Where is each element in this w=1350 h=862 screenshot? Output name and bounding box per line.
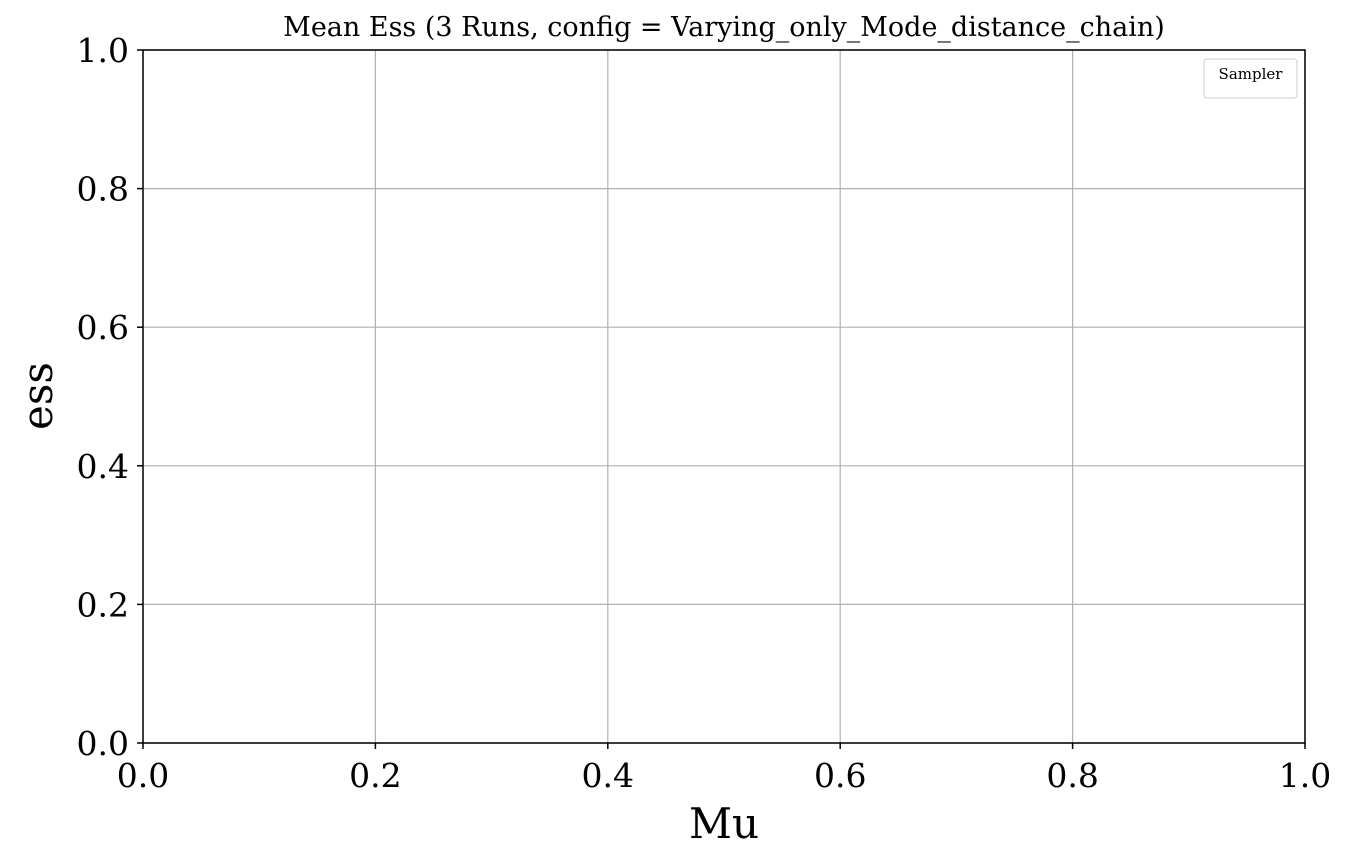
- y-tick-label: 0.4: [77, 447, 129, 486]
- x-tick-label: 0.8: [1046, 756, 1098, 795]
- legend-title: Sampler: [1219, 65, 1284, 83]
- x-tick-label: 0.4: [582, 756, 634, 795]
- x-tick-label: 0.2: [349, 756, 401, 795]
- x-tick-label: 1.0: [1279, 756, 1331, 795]
- legend: Sampler: [1203, 58, 1298, 99]
- grid-lines: [142, 49, 1306, 744]
- x-axis-label: Mu: [689, 799, 759, 848]
- y-axis-ticks: 0.0 0.2 0.4 0.6 0.8 1.0: [77, 31, 143, 763]
- y-tick-label: 0.2: [77, 585, 129, 624]
- y-tick-label: 0.6: [77, 308, 129, 347]
- y-tick-label: 1.0: [77, 31, 129, 70]
- x-tick-label: 0.6: [814, 756, 866, 795]
- legend-box: [1203, 58, 1298, 99]
- x-tick-label: 0.0: [117, 756, 169, 795]
- x-axis-ticks: 0.0 0.2 0.4 0.6 0.8 1.0: [117, 743, 1331, 795]
- y-tick-label: 0.0: [77, 724, 129, 763]
- plot-frame: [142, 49, 1306, 744]
- y-axis-label: ess: [13, 362, 62, 430]
- y-tick-label: 0.8: [77, 170, 129, 209]
- chart-title: Mean Ess (3 Runs, config = Varying_only_…: [283, 12, 1165, 43]
